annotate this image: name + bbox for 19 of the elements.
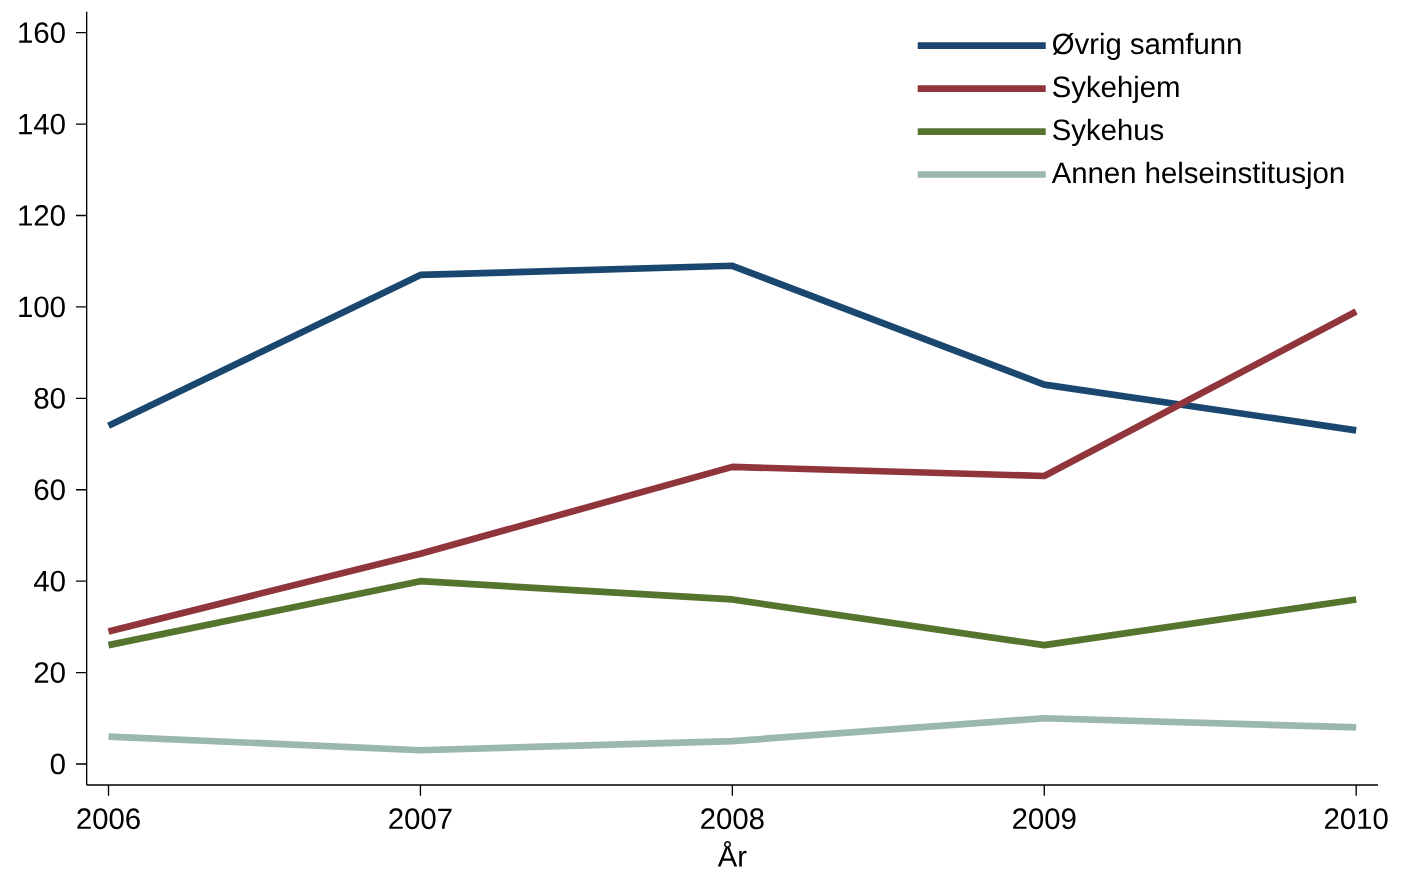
legend-label: Sykehjem <box>1053 75 1179 104</box>
x-tick-label: 2006 <box>77 808 140 830</box>
x-tick-label: 2010 <box>1325 808 1388 830</box>
y-tick-label: 20 <box>34 662 65 683</box>
y-tick-label: 160 <box>19 22 65 44</box>
x-tick-label: 2007 <box>389 808 452 830</box>
legend-label: Annen helseinstitusjon <box>1051 161 1344 190</box>
y-tick-label: 100 <box>19 296 65 318</box>
y-tick-label: 0 <box>50 753 65 775</box>
y-tick-label: 140 <box>19 113 65 135</box>
legend-label: Sykehus <box>1053 118 1164 147</box>
y-tick-label: 80 <box>34 387 65 409</box>
y-tick-label: 60 <box>34 479 65 501</box>
x-tick-label: 2009 <box>1013 808 1076 830</box>
x-axis-title: År <box>717 840 747 867</box>
y-tick-label: 40 <box>34 570 65 592</box>
y-tick-label: 120 <box>19 205 65 226</box>
legend-label: Øvrig samfunn <box>1052 32 1241 61</box>
x-tick-label: 2008 <box>701 808 764 830</box>
